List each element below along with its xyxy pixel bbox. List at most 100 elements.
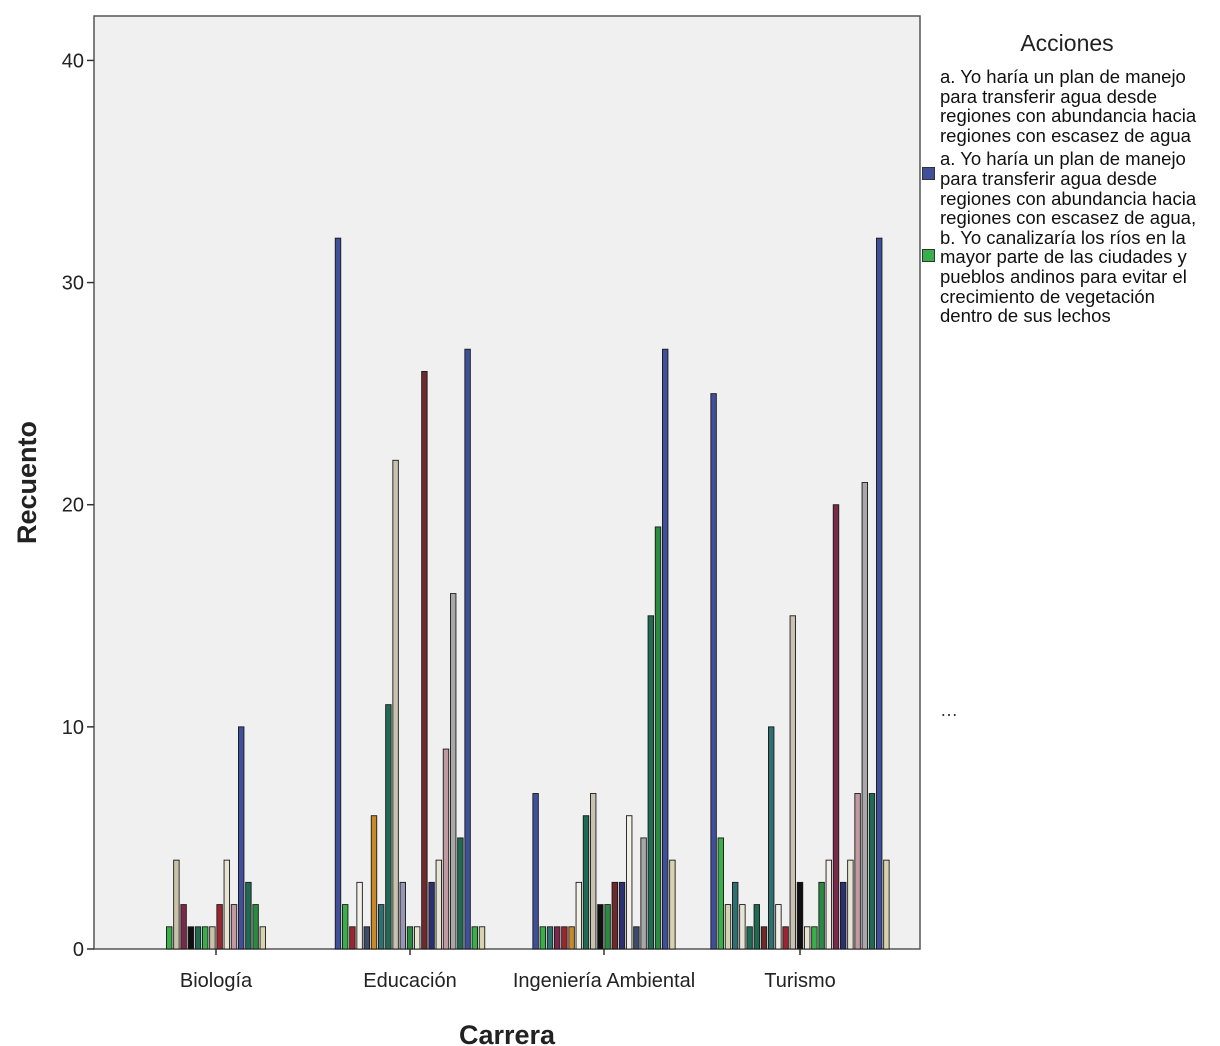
bar bbox=[868, 793, 876, 950]
legend-item: a. Yo haría un plan de manejo para trans… bbox=[922, 66, 1212, 180]
y-tick-label: 20 bbox=[62, 495, 84, 517]
bar bbox=[245, 881, 252, 950]
bar bbox=[782, 926, 789, 950]
bar bbox=[546, 926, 554, 950]
bar bbox=[825, 859, 832, 950]
bar bbox=[775, 904, 782, 950]
bar bbox=[640, 837, 647, 950]
bar bbox=[370, 815, 378, 950]
bar bbox=[847, 859, 854, 950]
bar bbox=[554, 926, 561, 950]
x-tick-label: Ingeniería Ambiental bbox=[513, 970, 695, 992]
bar bbox=[861, 482, 868, 950]
bar bbox=[450, 593, 457, 950]
bar bbox=[611, 881, 618, 950]
legend-item-label: a. Yo haría un plan de manejo para trans… bbox=[940, 66, 1197, 146]
bar bbox=[768, 726, 775, 950]
bar bbox=[194, 926, 202, 950]
bar-chart-canvas: 0 10 20 30 40 Biología Educación Ingeniería Amb… bbox=[12, 15, 921, 1046]
bar bbox=[406, 926, 414, 950]
bar bbox=[363, 926, 370, 950]
bar bbox=[854, 793, 861, 950]
y-tick-label: 30 bbox=[62, 273, 84, 295]
bar bbox=[378, 904, 385, 950]
bar bbox=[710, 393, 717, 950]
y-axis-label: Recuento bbox=[12, 421, 42, 544]
bar bbox=[647, 615, 654, 950]
bar bbox=[356, 881, 363, 950]
plot-area bbox=[93, 15, 921, 950]
bar bbox=[568, 926, 575, 950]
bar bbox=[216, 904, 223, 950]
bar bbox=[435, 859, 442, 950]
bar bbox=[165, 926, 173, 950]
bar bbox=[789, 615, 796, 950]
bar bbox=[349, 926, 356, 950]
bar bbox=[259, 926, 266, 950]
bar bbox=[811, 926, 818, 950]
bar bbox=[832, 504, 840, 950]
bar bbox=[669, 859, 676, 950]
x-tick-label: Educación bbox=[363, 970, 456, 992]
bar bbox=[532, 793, 539, 950]
bar bbox=[760, 926, 768, 950]
bar bbox=[428, 881, 435, 950]
y-tick-label: 0 bbox=[73, 939, 84, 961]
bar bbox=[597, 904, 604, 950]
x-tick-label: Turismo bbox=[764, 970, 835, 992]
bar bbox=[818, 881, 825, 950]
bar bbox=[180, 904, 187, 950]
legend-swatch-blue bbox=[922, 167, 935, 180]
legend-more-indicator: … bbox=[940, 700, 958, 720]
bar bbox=[746, 926, 753, 950]
bar bbox=[173, 859, 180, 950]
legend-item: a. Yo haría un plan de manejo para trans… bbox=[922, 149, 1212, 325]
legend: Acciones a. Yo haría un plan de manejo p… bbox=[922, 30, 1212, 330]
bar bbox=[334, 237, 342, 950]
bar bbox=[230, 904, 238, 950]
bar bbox=[457, 837, 464, 950]
bar bbox=[662, 348, 669, 950]
bar bbox=[464, 348, 471, 950]
bar bbox=[796, 881, 804, 950]
bar bbox=[392, 459, 399, 950]
bar bbox=[633, 926, 640, 950]
bar bbox=[187, 926, 195, 950]
bar bbox=[252, 904, 259, 950]
bar bbox=[223, 859, 231, 950]
legend-title: Acciones bbox=[1020, 30, 1114, 56]
bar bbox=[876, 237, 883, 950]
bar bbox=[539, 926, 546, 950]
bar bbox=[626, 815, 633, 950]
bar bbox=[414, 926, 421, 950]
bar bbox=[561, 926, 568, 950]
bar bbox=[840, 881, 847, 950]
bar bbox=[590, 793, 597, 950]
bar bbox=[399, 881, 406, 950]
y-tick-label: 40 bbox=[62, 50, 84, 72]
bar bbox=[582, 815, 590, 950]
bar bbox=[342, 904, 349, 950]
bar bbox=[724, 904, 732, 950]
x-axis-label: Carrera bbox=[459, 1020, 556, 1046]
bar bbox=[442, 748, 450, 950]
bar bbox=[654, 526, 662, 950]
y-tick-label: 10 bbox=[62, 717, 84, 739]
bar bbox=[421, 370, 428, 950]
bar bbox=[804, 926, 811, 950]
bar bbox=[753, 904, 760, 950]
bar bbox=[717, 837, 724, 950]
bar bbox=[209, 926, 216, 950]
bar bbox=[575, 881, 582, 950]
bar bbox=[201, 926, 209, 950]
bar bbox=[385, 704, 392, 950]
bar bbox=[732, 881, 739, 950]
bar bbox=[883, 859, 890, 950]
legend-item-label: a. Yo haría un plan de manejo para trans… bbox=[940, 148, 1197, 327]
x-tick-label: Biología bbox=[180, 970, 253, 992]
bar bbox=[471, 926, 478, 950]
bar bbox=[478, 926, 486, 950]
legend-swatch-green bbox=[922, 249, 935, 263]
bar bbox=[739, 904, 746, 950]
